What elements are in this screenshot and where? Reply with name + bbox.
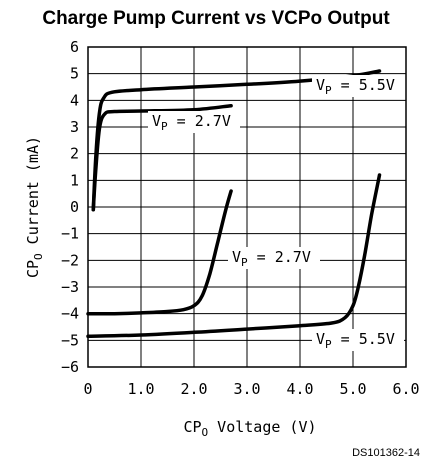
- y-tick-label: 5: [70, 65, 79, 83]
- x-tick-label: 4.0: [286, 380, 313, 398]
- y-tick-label: 2: [70, 145, 79, 163]
- annotation-text: VP = 2.7V: [232, 248, 311, 269]
- y-axis-label: CPO Current (mA): [24, 136, 45, 278]
- annotation-background: [148, 111, 240, 133]
- annotation-background: [312, 75, 404, 97]
- annotation-text: VP = 5.5V: [316, 76, 395, 97]
- y-tick-label: 6: [70, 38, 79, 56]
- y-tick-labels: 6 5 4 3 2 1 0 −1 −2 −3 −4 −5 −6: [61, 38, 79, 376]
- x-tick-label: 0: [83, 380, 92, 398]
- x-tick-label: 2.0: [180, 380, 207, 398]
- annotation-background: [228, 247, 320, 269]
- annotation-text: VP = 5.5V: [316, 330, 395, 351]
- y-tick-label: −6: [61, 358, 79, 376]
- annotation-background: [312, 329, 404, 351]
- series-layer: [86, 69, 382, 339]
- figure-code: DS101362-14: [352, 447, 420, 459]
- series-line-1: [91, 103, 233, 212]
- x-tick-label: 1.0: [127, 380, 154, 398]
- y-tick-label: −2: [61, 251, 79, 269]
- y-tick-label: 1: [70, 171, 79, 189]
- x-tick-label: 6.0: [392, 380, 419, 398]
- y-tick-label: −4: [61, 305, 79, 323]
- x-tick-label: 5.0: [339, 380, 366, 398]
- grid: [88, 47, 406, 367]
- y-tick-label: −3: [61, 278, 79, 296]
- series-annotation: VP = 2.7V: [228, 247, 320, 269]
- annotation-layer: VP = 5.5V VP = 2.7V VP = 2.7V VP = 5.5V: [148, 75, 404, 351]
- series-annotation: VP = 5.5V: [312, 75, 404, 97]
- series-annotation: VP = 5.5V: [312, 329, 404, 351]
- y-tick-label: −5: [61, 331, 79, 349]
- series-annotation: VP = 2.7V: [148, 111, 240, 133]
- y-tick-label: 0: [70, 198, 79, 216]
- series-line-2: [86, 189, 233, 316]
- x-tick-labels: 0 1.0 2.0 3.0 4.0 5.0 6.0: [83, 380, 419, 398]
- series-line-3: [86, 173, 382, 339]
- x-tick-label: 3.0: [233, 380, 260, 398]
- y-tick-label: 3: [70, 118, 79, 136]
- y-tick-label: −1: [61, 225, 79, 243]
- y-tick-label: 4: [70, 91, 79, 109]
- annotation-text: VP = 2.7V: [152, 112, 231, 133]
- x-axis-label: CPO Voltage (V): [183, 418, 316, 439]
- plot-frame: [87, 46, 407, 368]
- chart-title: Charge Pump Current vs VCPo Output: [42, 8, 390, 29]
